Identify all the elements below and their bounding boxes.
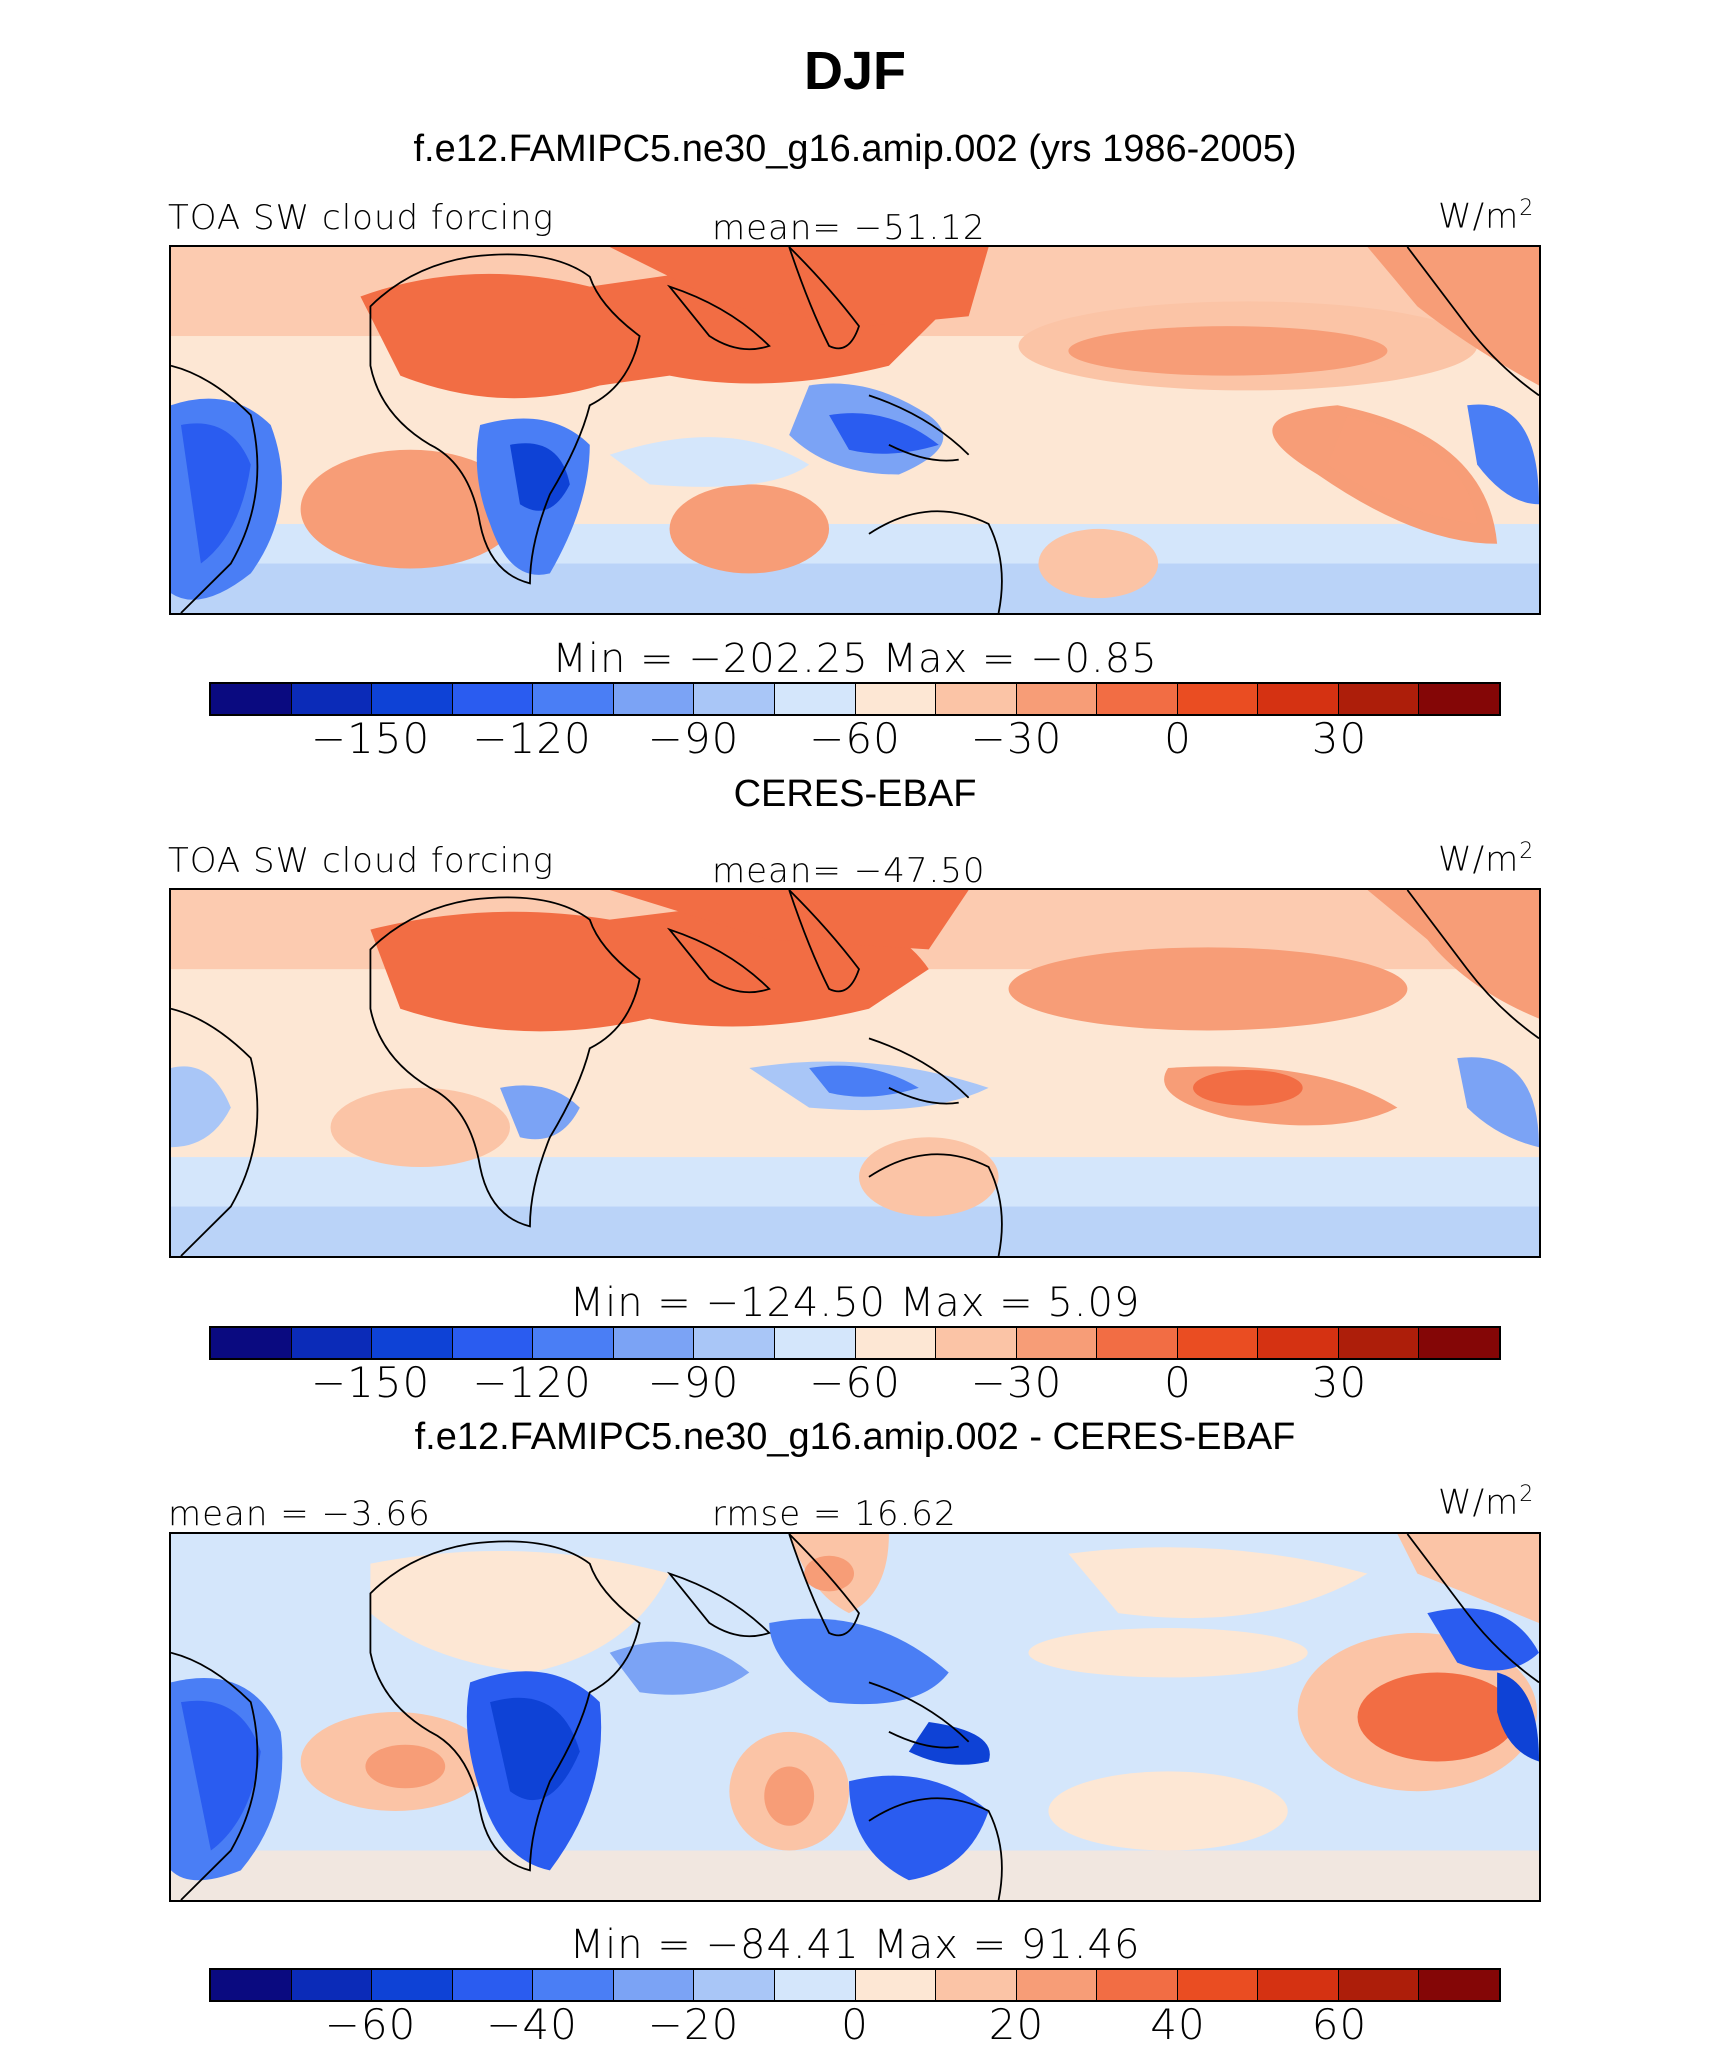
colorbar-cell xyxy=(533,1328,614,1358)
colorbar-cell xyxy=(211,684,292,714)
colorbar-cell xyxy=(533,1970,614,2000)
colorbar-cell xyxy=(855,1970,937,2000)
colorbar-cell xyxy=(1016,684,1098,714)
colorbar-cell xyxy=(291,1328,373,1358)
colorbar-cell xyxy=(1258,1970,1339,2000)
colorbar-cell xyxy=(1097,1328,1178,1358)
colorbar-cell xyxy=(533,684,614,714)
colorbar-cell xyxy=(936,684,1017,714)
colorbar-tick-label: 0 xyxy=(1164,1358,1192,1407)
panel-3-colorbar-ticks: −60 −40 −20 0 20 40 60 xyxy=(0,2000,1710,2048)
colorbar-tick-label: 30 xyxy=(1311,714,1368,763)
panel-1-mean-label: mean= −51.12 xyxy=(712,208,986,248)
panel-2-units: W/m2 xyxy=(1438,839,1535,880)
colorbar-cell xyxy=(1419,684,1499,714)
panel-2-map xyxy=(169,888,1541,1258)
panel-3-subtitle: f.e12.FAMIPC5.ne30_g16.amip.002 - CERES-… xyxy=(414,1416,1296,1458)
colorbar-tick-label: −30 xyxy=(970,714,1063,763)
colorbar-cell xyxy=(372,1328,453,1358)
colorbar-tick-label: −60 xyxy=(809,714,901,763)
panel-2-colorbar xyxy=(209,1326,1501,1360)
colorbar-tick-label: −90 xyxy=(647,714,740,763)
colorbar-cell xyxy=(1338,684,1420,714)
colorbar-cell xyxy=(855,1328,937,1358)
panel-3-units: W/m2 xyxy=(1438,1482,1535,1523)
colorbar-cell xyxy=(613,1970,695,2000)
colorbar-tick-label: −20 xyxy=(647,2000,740,2048)
colorbar-tick-label: −120 xyxy=(472,1358,592,1407)
colorbar-cell xyxy=(774,1970,856,2000)
colorbar-tick-label: −90 xyxy=(647,1358,740,1407)
colorbar-cell xyxy=(1419,1328,1499,1358)
panel-2-subtitle: CERES-EBAF xyxy=(733,773,977,815)
panel-2-colorbar-ticks: −150 −120 −90 −60 −30 0 30 xyxy=(0,1358,1710,1418)
colorbar-cell xyxy=(291,684,373,714)
panel-3-minmax: Min = −84.41 Max = 91.46 xyxy=(569,1922,1141,1968)
colorbar-cell xyxy=(1338,1970,1420,2000)
panel-2-mean-label: mean= −47.50 xyxy=(712,851,986,891)
panel-3-map xyxy=(169,1532,1541,1902)
colorbar-cell xyxy=(694,684,775,714)
colorbar-cell xyxy=(613,684,695,714)
colorbar-cell xyxy=(211,1328,292,1358)
colorbar-tick-label: 0 xyxy=(1164,714,1192,763)
panel-1-colorbar-ticks: −150 −120 −90 −60 −30 0 30 xyxy=(0,714,1710,774)
colorbar-tick-label: 20 xyxy=(988,2000,1045,2048)
colorbar-cell xyxy=(855,684,937,714)
panel-1-subtitle: f.e12.FAMIPC5.ne30_g16.amip.002 (yrs 198… xyxy=(413,128,1297,170)
colorbar-tick-label: 60 xyxy=(1311,2000,1368,2048)
colorbar-tick-label: −120 xyxy=(472,714,592,763)
panel-2-map-field xyxy=(171,890,1539,1256)
colorbar-cell xyxy=(372,684,453,714)
colorbar-cell xyxy=(452,684,534,714)
colorbar-cell xyxy=(211,1970,292,2000)
colorbar-cell xyxy=(936,1328,1017,1358)
colorbar-cell xyxy=(1016,1328,1098,1358)
panel-1-variable-label: TOA SW cloud forcing xyxy=(168,198,554,238)
panel-1-colorbar xyxy=(209,682,1501,716)
colorbar-tick-label: −60 xyxy=(324,2000,417,2048)
colorbar-cell xyxy=(291,1970,373,2000)
panel-2-variable-label: TOA SW cloud forcing xyxy=(168,841,554,881)
panel-1-map-field xyxy=(171,247,1539,613)
colorbar-cell xyxy=(694,1970,775,2000)
colorbar-tick-label: 0 xyxy=(841,2000,869,2048)
colorbar-cell xyxy=(1097,684,1178,714)
panel-3-rmse-label: rmse = 16.62 xyxy=(712,1494,957,1534)
panel-1-units: W/m2 xyxy=(1438,196,1535,237)
colorbar-cell xyxy=(452,1970,534,2000)
colorbar-tick-label: −30 xyxy=(970,1358,1063,1407)
colorbar-tick-label: −150 xyxy=(310,714,431,763)
colorbar-cell xyxy=(1419,1970,1499,2000)
colorbar-tick-label: −40 xyxy=(486,2000,578,2048)
panel-3-colorbar xyxy=(209,1968,1501,2002)
panel-2-minmax: Min = −124.50 Max = 5.09 xyxy=(569,1280,1141,1326)
colorbar-cell xyxy=(1258,684,1339,714)
colorbar-cell xyxy=(1258,1328,1339,1358)
colorbar-cell xyxy=(774,1328,856,1358)
colorbar-cell xyxy=(774,684,856,714)
colorbar-tick-label: 40 xyxy=(1150,2000,1206,2048)
colorbar-cell xyxy=(1177,1970,1259,2000)
panel-3-mean-label: mean = −3.66 xyxy=(168,1494,431,1534)
colorbar-cell xyxy=(936,1970,1017,2000)
colorbar-tick-label: −60 xyxy=(809,1358,901,1407)
page-title: DJF xyxy=(803,41,906,101)
colorbar-cell xyxy=(1177,1328,1259,1358)
colorbar-cell xyxy=(372,1970,453,2000)
colorbar-cell xyxy=(1016,1970,1098,2000)
colorbar-cell xyxy=(1338,1328,1420,1358)
colorbar-cell xyxy=(1097,1970,1178,2000)
colorbar-cell xyxy=(1177,684,1259,714)
colorbar-cell xyxy=(694,1328,775,1358)
colorbar-tick-label: −150 xyxy=(310,1358,431,1407)
panel-3-map-field xyxy=(171,1534,1539,1900)
panel-1-map xyxy=(169,245,1541,615)
colorbar-tick-label: 30 xyxy=(1311,1358,1368,1407)
colorbar-cell xyxy=(452,1328,534,1358)
panel-1-minmax: Min = −202.25 Max = −0.85 xyxy=(552,636,1158,682)
colorbar-cell xyxy=(613,1328,695,1358)
